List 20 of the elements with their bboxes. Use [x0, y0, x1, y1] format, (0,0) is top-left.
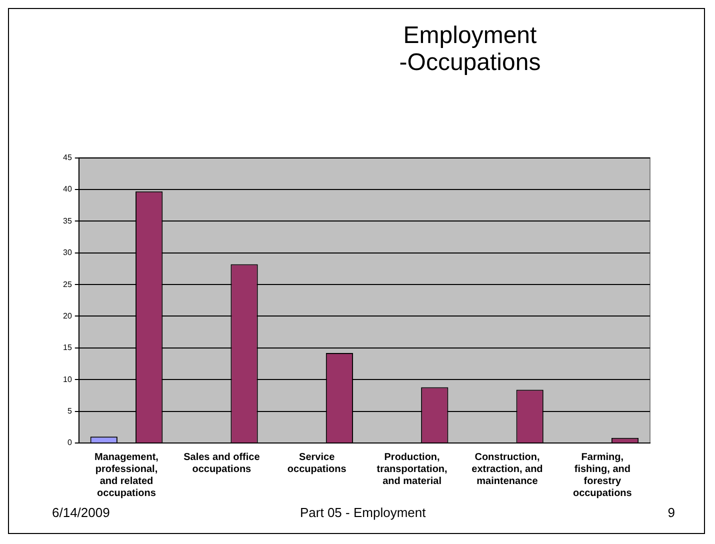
- y-tick-label: 30: [62, 248, 72, 258]
- text: Part 05 - Employment: [300, 505, 426, 520]
- chart-title: Employment -Occupations: [398, 22, 542, 76]
- x-tick-label: Farming, fishing, and forestry occupations: [572, 452, 632, 499]
- y-tick-label: 0: [67, 438, 72, 448]
- y-tick-label: 20: [62, 311, 72, 320]
- text: 9: [668, 505, 675, 520]
- x-tick-label: Construction, extraction, and maintenance: [472, 452, 543, 487]
- y-tick-label: 5: [67, 406, 72, 416]
- x-tick-label: Management, professional, and related occupations: [94, 452, 159, 499]
- x-tick-label: Service occupations: [287, 452, 347, 475]
- y-tick-label: 10: [62, 374, 72, 384]
- y-tick-label: 40: [62, 184, 72, 194]
- y-tick-label: 45: [62, 153, 72, 162]
- text: 6/14/2009: [52, 505, 110, 520]
- y-tick-label: 15: [62, 343, 72, 352]
- x-tick-label: Production, transportation, and material: [376, 452, 448, 487]
- x-tick-label: Sales and office occupations: [184, 452, 260, 475]
- y-tick-label: 35: [62, 216, 72, 226]
- y-tick-label: 25: [62, 280, 72, 289]
